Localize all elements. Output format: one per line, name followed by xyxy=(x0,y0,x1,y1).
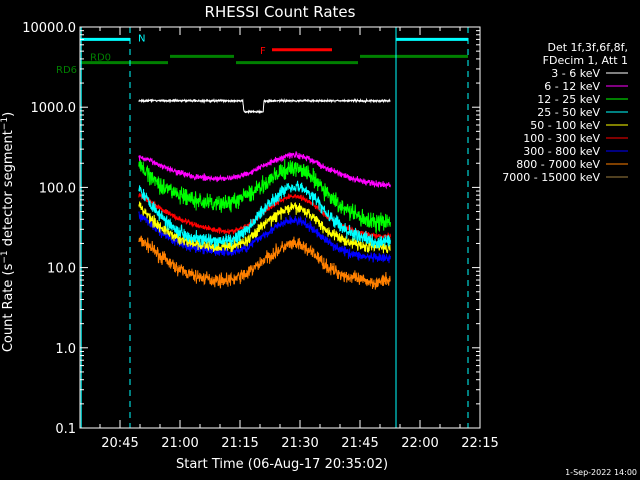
x-tick-label: 21:45 xyxy=(341,436,378,451)
annotation-label: RD6 xyxy=(56,65,77,76)
legend-item-label: 800 - 7000 keV xyxy=(516,158,600,171)
annotation-label: N xyxy=(138,33,145,44)
chart-title: RHESSI Count Rates xyxy=(205,3,356,21)
annotation-label: RD0 xyxy=(90,52,111,63)
legend-header-line-1: Det 1f,3f,6f,8f, xyxy=(547,41,628,54)
y-tick-label: 10000.0 xyxy=(22,21,76,36)
legend-item-label: 25 - 50 keV xyxy=(537,106,600,119)
y-tick-label: 1000.0 xyxy=(31,101,77,116)
vertical-line-layer xyxy=(80,27,469,428)
legend-item-label: 7000 - 15000 keV xyxy=(502,171,600,184)
y-tick-label: 10.0 xyxy=(47,262,76,277)
x-tick-label: 21:30 xyxy=(281,436,318,451)
legend-item-label: 12 - 25 keV xyxy=(537,93,600,106)
legend: Det 1f,3f,6f,8f, FDecim 1, Att 1 3 - 6 k… xyxy=(502,41,628,184)
x-tick-label: 21:00 xyxy=(161,436,198,451)
x-axis-label: Start Time (06-Aug-17 20:35:02) xyxy=(176,457,388,472)
series-line xyxy=(138,151,391,190)
series-line xyxy=(138,201,391,254)
legend-item-label: 50 - 100 keV xyxy=(530,119,600,132)
y-axis-label: Count Rate (s−1 detector segment−1) xyxy=(0,112,16,352)
legend-item-label: 3 - 6 keV xyxy=(551,67,600,80)
x-tick-label: 21:15 xyxy=(221,436,258,451)
series-line xyxy=(138,235,391,290)
y-tick-label: 100.0 xyxy=(39,181,76,196)
series-line xyxy=(138,159,391,235)
series-line xyxy=(138,97,391,115)
x-tick-label: 22:00 xyxy=(401,436,438,451)
legend-item-label: 6 - 12 keV xyxy=(544,80,600,93)
y-tick-label: 0.1 xyxy=(55,422,76,437)
annotation-layer: N F RD0 RD6 xyxy=(56,33,468,76)
x-axis: 20:45 21:00 21:15 21:30 21:45 22:00 22:15 xyxy=(99,27,499,451)
x-tick-label: 20:45 xyxy=(101,436,138,451)
legend-header-line-2: FDecim 1, Att 1 xyxy=(543,54,628,67)
footer-timestamp: 1-Sep-2022 14:00 xyxy=(565,468,637,477)
x-tick-label: 22:15 xyxy=(461,436,498,451)
legend-item-label: 300 - 800 keV xyxy=(523,145,600,158)
series-layer xyxy=(138,97,391,290)
legend-item-label: 100 - 300 keV xyxy=(523,132,600,145)
annotation-label: F xyxy=(260,46,266,57)
series-line xyxy=(138,180,391,249)
y-tick-label: 1.0 xyxy=(55,342,76,357)
y-axis: 0.1 1.0 10.0 100.0 1000.0 10000.0 xyxy=(22,21,480,437)
